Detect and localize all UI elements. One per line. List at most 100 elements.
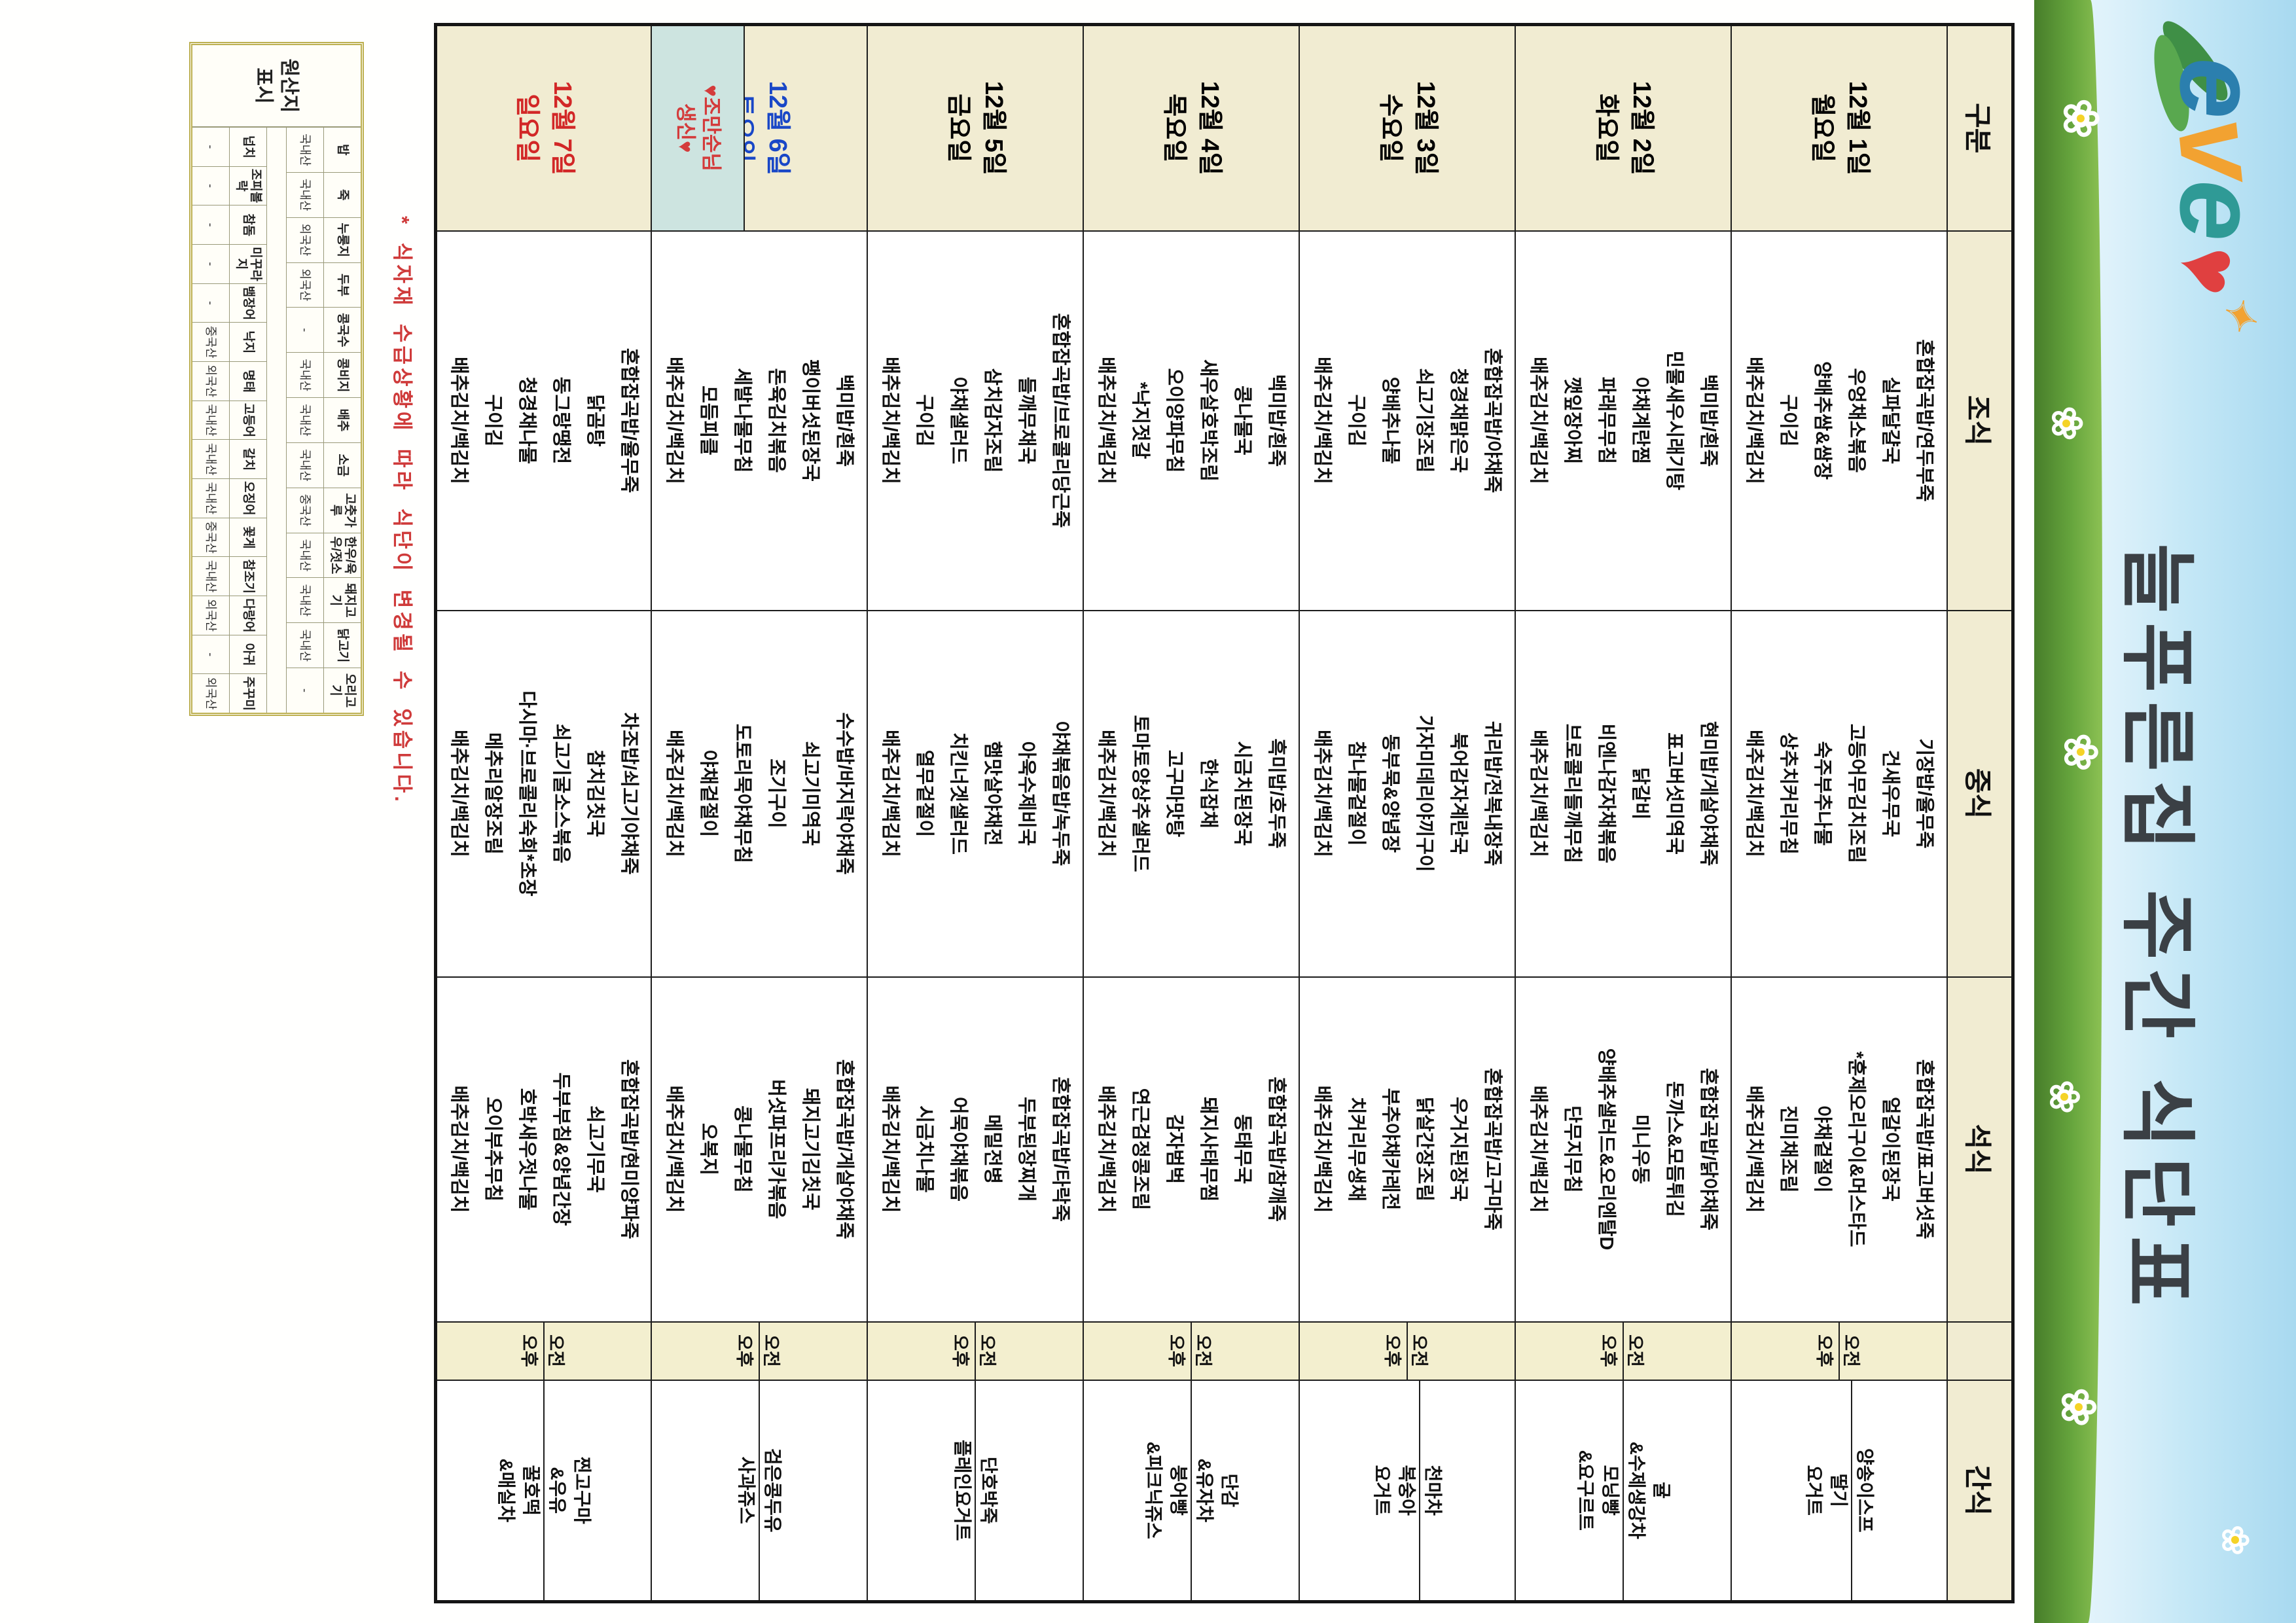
menu-item: 참치김칫국 bbox=[584, 749, 606, 838]
origin-label-box: 원산지 표시 밥 죽 누룽지 두부 콩국수 콩비지 배추 소금 고춧가루 한우/육우/젓소 돼지고기… bbox=[189, 42, 364, 716]
menu-item: 배추김치/백김치 bbox=[664, 1085, 685, 1213]
ampm-cell: 오전 오후 bbox=[651, 1321, 868, 1380]
menu-item: 야채샐러드 bbox=[948, 376, 969, 465]
day-row: 12월 1일 월요일 혼합잡곡밥/연두부죽 실파달걀국 우엉채소볶음 양배추쌈&쌈장 구이김… bbox=[1731, 24, 1948, 1602]
origin-grid: 밥 죽 누룽지 두부 콩국수 콩비지 배추 소금 고춧가루 한우/육우/젓소 돼지고기 닭고기 오리고기… bbox=[192, 128, 361, 713]
header-corner: 구분 bbox=[1947, 24, 2013, 231]
origin-item: 오징어 bbox=[230, 479, 266, 518]
am-label: 오전 bbox=[543, 1322, 571, 1380]
menu-item: 청경채맑은국 bbox=[1448, 368, 1469, 473]
ampm-box: 오전 오후 bbox=[734, 1322, 786, 1380]
menu-item: 진미채조림 bbox=[1778, 1105, 1799, 1193]
origin-value: 국내산 bbox=[287, 353, 323, 399]
origin-item-row: 밥 죽 누룽지 두부 콩국수 콩비지 배추 소금 고춧가루 한우/육우/젓소 돼지고기 닭고기 오리고기 bbox=[323, 128, 361, 713]
ampm-cell: 오전 오후 bbox=[1731, 1321, 1948, 1380]
weekday-label: 일요일 bbox=[513, 94, 541, 163]
origin-value: 국내산 bbox=[192, 440, 229, 480]
origin-value: - bbox=[287, 308, 323, 353]
origin-item: 미꾸라지 bbox=[230, 245, 266, 284]
am-label: 오전 bbox=[1407, 1322, 1434, 1380]
origin-spacer-row bbox=[266, 128, 286, 713]
birthday-note-line: 생신♥ bbox=[674, 103, 698, 153]
header-row: 구분 조식 중식 석식 간식 bbox=[1947, 24, 2013, 1602]
menu-item: 열무겉절이 bbox=[914, 749, 935, 838]
menu-item: 배추김치/백김치 bbox=[1528, 1085, 1549, 1213]
date-label: 12월 5일 bbox=[980, 80, 1007, 175]
origin-item: 다랑어 bbox=[230, 596, 266, 635]
snack-am: 단감 &유자차 bbox=[1191, 1380, 1242, 1600]
snack-am: 단호박죽 bbox=[975, 1380, 1001, 1600]
menu-item: 배추김치/백김치 bbox=[448, 357, 470, 484]
menu-item: 브로콜리들깨무침 bbox=[1562, 723, 1583, 864]
origin-item: 참돔 bbox=[230, 205, 266, 245]
menu-item: 두부부침&양념간장 bbox=[550, 1072, 572, 1226]
pm-label: 오후 bbox=[1598, 1334, 1619, 1367]
menu-item: 쇠고기굴소스볶음 bbox=[550, 723, 572, 864]
origin-item: 갈치 bbox=[230, 440, 266, 480]
date-cell: 12월 1일 월요일 bbox=[1731, 24, 1948, 231]
snack-box: 단호박죽 플레인요거트 bbox=[950, 1380, 1001, 1600]
origin-value: 국내산 bbox=[287, 398, 323, 443]
origin-item: 명태 bbox=[230, 362, 266, 401]
menu-item: 깻잎장아찌 bbox=[1562, 376, 1583, 465]
menu-item: 배추김치/백김치 bbox=[880, 1085, 901, 1213]
ampm-box: 오전 오후 bbox=[1382, 1322, 1434, 1380]
pm-label: 오후 bbox=[1166, 1334, 1187, 1367]
origin-value: 외국산 bbox=[287, 217, 323, 263]
breakfast-cell: 혼합잡곡밥/야채죽 청경채맑은국 쇠고기장조림 양배추나물 구이김 배추김치/백김치 bbox=[1299, 230, 1516, 611]
lunch-cell: 야채볶음밥/녹두죽 아욱수제비국 햄맛살야채전 치킨너겟샐러드 열무겉절이 배추김치/백김… bbox=[867, 610, 1084, 977]
origin-value: 국내산 bbox=[192, 401, 229, 440]
menu-item: 백미밥/흰죽 bbox=[834, 374, 855, 467]
menu-item: 비엔나감자채볶음 bbox=[1596, 723, 1617, 864]
banner: eve♥✦ 늘푸른집 주간 식단표 ❀ ❀ ❀ ❀ ❀ ❀ bbox=[2034, 0, 2296, 1623]
menu-item: 상추치커리무침 bbox=[1778, 732, 1799, 855]
origin-value: - bbox=[192, 635, 229, 675]
menu-item: 북어감자계란국 bbox=[1448, 732, 1469, 855]
date-label: 12월 1일 bbox=[1844, 80, 1871, 175]
snack-cell: 양송이스프 딸기 요거트 bbox=[1731, 1380, 1948, 1602]
menu-item: 배추김치/백김치 bbox=[1312, 1085, 1333, 1213]
origin-value: 중국산 bbox=[192, 323, 229, 363]
snack-pm: 딸기 요거트 bbox=[1804, 1465, 1850, 1516]
snack-box: 양송이스프 딸기 요거트 bbox=[1802, 1380, 1878, 1600]
origin-value: - bbox=[192, 283, 229, 323]
weekday-label: 월요일 bbox=[1808, 94, 1837, 163]
snack-pm: 붕어빵 &피크닉쥬스 bbox=[1143, 1441, 1189, 1539]
menu-item: 콩나물무침 bbox=[732, 1105, 753, 1193]
ampm-box: 오전 오후 bbox=[1166, 1322, 1218, 1380]
snack-cell: 단호박죽 플레인요거트 bbox=[867, 1380, 1084, 1602]
menu-item: 우엉채소볶음 bbox=[1846, 368, 1867, 473]
origin-item: 한우/육우/젓소 bbox=[324, 533, 361, 579]
menu-item: 배추김치/백김치 bbox=[664, 357, 685, 484]
menu-item: 혼합잡곡밥/표고버섯죽 bbox=[1914, 1059, 1935, 1240]
menu-item: 팽이버섯된장국 bbox=[800, 359, 821, 482]
menu-item: 혼합잡곡밥/연두부죽 bbox=[1914, 339, 1935, 502]
menu-item: 표고버섯미역국 bbox=[1664, 732, 1685, 855]
menu-item: *훈제오리구이&머스타드 bbox=[1846, 1051, 1867, 1247]
weekday-label: 금요일 bbox=[944, 94, 973, 163]
origin-item: 배추 bbox=[324, 398, 361, 443]
menu-item: 세발나물무침 bbox=[732, 368, 753, 473]
origin-item: 닭고기 bbox=[324, 623, 361, 669]
weekday-label: 화요일 bbox=[1592, 94, 1621, 163]
origin-item: 고등어 bbox=[230, 401, 266, 440]
date-cell: 12월 3일 수요일 bbox=[1299, 24, 1516, 231]
day-row: 12월 7일 일요일 혼합잡곡밥/율무죽 닭곰탕 동그랑땡전 청경채나물 구이김 배추김치/백… bbox=[435, 24, 652, 1602]
menu-item: 혼합잡곡밥/고구마죽 bbox=[1482, 1067, 1503, 1231]
menu-item: 구이김 bbox=[1778, 394, 1799, 447]
weekday-label: 목요일 bbox=[1160, 94, 1189, 163]
menu-item: 부추야채카레전 bbox=[1380, 1088, 1401, 1211]
snack-pm: 복숭아 요거트 bbox=[1372, 1465, 1418, 1516]
origin-value: 외국산 bbox=[192, 362, 229, 401]
menu-item: 실파달걀국 bbox=[1880, 376, 1901, 465]
header-ampm-blank bbox=[1947, 1321, 2013, 1380]
ampm-box: 오전 오후 bbox=[950, 1322, 1002, 1380]
date-label: 12월 4일 bbox=[1196, 80, 1223, 175]
menu-item: 호박새우젓나물 bbox=[516, 1088, 538, 1211]
menu-item: 민물새우시래기탕 bbox=[1664, 350, 1685, 491]
origin-value-row: 국내산 국내산 외국산 외국산 - 국내산 국내산 국내산 중국산 국내산 국내산 국내산 - bbox=[286, 128, 323, 713]
menu-item: 얼갈이된장국 bbox=[1880, 1096, 1901, 1202]
menu-item: 배추김치/백김치 bbox=[1744, 1085, 1765, 1213]
menu-item: 청경채나물 bbox=[516, 376, 538, 465]
